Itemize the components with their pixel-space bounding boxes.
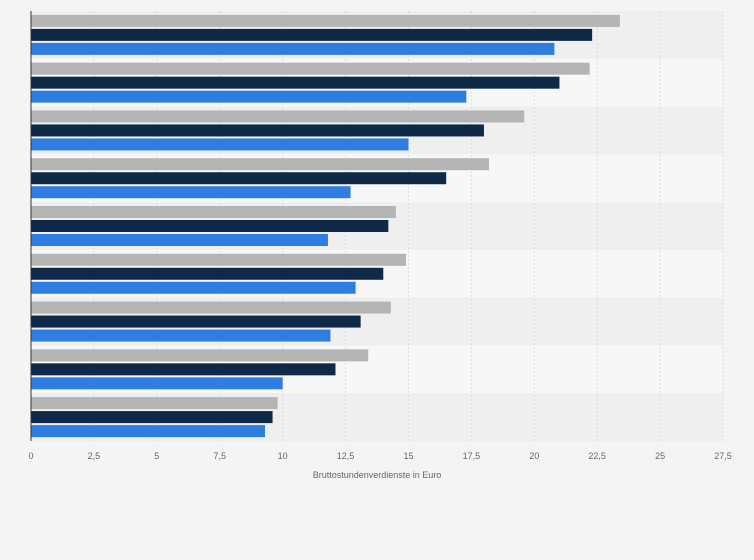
bar	[31, 172, 447, 185]
bar	[31, 186, 351, 199]
bar	[31, 14, 620, 27]
x-tick-label: 27,5	[714, 451, 732, 461]
bar	[31, 315, 361, 328]
bar	[31, 206, 396, 218]
bar	[31, 90, 467, 103]
bar	[31, 267, 384, 280]
bar	[31, 124, 484, 137]
x-tick-label: 10	[278, 451, 288, 461]
x-tick-label: 20	[529, 451, 539, 461]
bar	[31, 349, 369, 362]
bar	[31, 110, 525, 123]
bar	[31, 301, 391, 314]
x-tick-label: 0	[28, 451, 33, 461]
bar	[31, 377, 283, 390]
x-tick-label: 15	[403, 451, 413, 461]
bar	[31, 158, 489, 171]
bar	[31, 363, 336, 376]
x-tick-label: 22,5	[588, 451, 606, 461]
x-axis: 0 2,5 5 7,5 10 12,5 15 17,5 20 22,5 25 27,5	[28, 11, 732, 461]
x-tick-label: 17,5	[463, 451, 481, 461]
bar	[31, 76, 560, 89]
x-tick-label: 12,5	[337, 451, 355, 461]
bar	[31, 234, 328, 246]
bar	[31, 42, 555, 55]
bar	[31, 138, 409, 151]
bar	[31, 411, 273, 424]
bar	[31, 253, 406, 266]
bar	[31, 62, 590, 75]
x-tick-label: 2,5	[88, 451, 101, 461]
bar	[31, 397, 278, 410]
x-axis-title: Bruttostundenverdienste in Euro	[313, 470, 442, 480]
bar	[31, 220, 389, 232]
bars	[31, 14, 620, 438]
bar	[31, 281, 356, 294]
bar	[31, 28, 593, 41]
bar	[31, 425, 266, 438]
x-tick-label: 25	[655, 451, 665, 461]
x-tick-label: 7,5	[213, 451, 226, 461]
bar	[31, 329, 331, 342]
x-tick-label: 5	[154, 451, 159, 461]
